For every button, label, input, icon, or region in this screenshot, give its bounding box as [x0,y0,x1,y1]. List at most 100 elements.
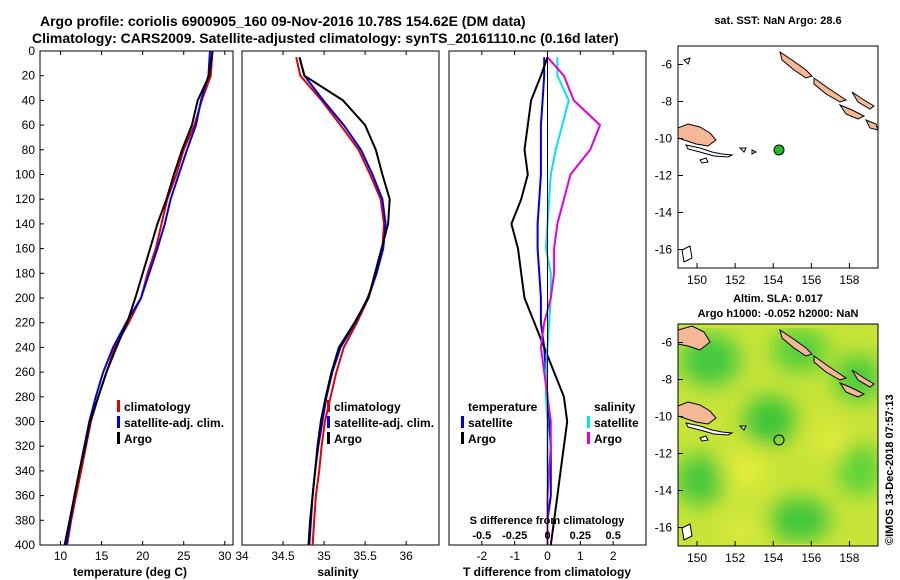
depth-tick-label: 320 [15,439,35,453]
depth-tick-label: 0 [28,44,35,58]
depth-tick-label: 80 [22,143,36,157]
lon-tick-label: 156 [801,273,821,287]
depth-tick-label: 360 [15,489,35,503]
legend-argo-label: Argo [124,432,152,446]
sla-map-lon-ticks: 150 152 154 156 158 [687,541,860,565]
difference-xlabel: T difference from climatology [463,565,631,579]
difference-series [510,51,601,546]
depth-tick-label: 120 [15,192,35,206]
temperature-series [63,50,214,546]
legend-climatology-label: climatology [334,400,401,414]
legend-climatology-swatch [327,400,330,412]
difference-x-ticks: -2 -1 0 1 2 [476,51,617,563]
depth-tick-label: 260 [15,365,35,379]
sla-blob [770,498,830,542]
x-tick-label: 20 [136,549,150,563]
imos-watermark: ©IMOS 13-Dec-2018 07:57:13 [884,394,896,545]
solomon-island-1 [813,355,848,381]
sla-map-title-1: Altim. SLA: 0.017 [733,293,823,305]
depth-tick-label: 180 [15,266,35,280]
sla-map-title-2: Argo h1000: -0.052 h2000: NaN [698,308,859,320]
legend-satellite-swatch [117,416,120,428]
depth-tick-label: 300 [15,415,35,429]
lat-tick-label: -8 [661,373,672,387]
solomon-island-1 [813,77,848,103]
depth-tick-label: 160 [15,242,35,256]
argo-location-marker [773,144,785,156]
depth-tick-label: 140 [15,217,35,231]
legend-s-satellite-swatch [587,416,590,428]
depth-tick-label: 40 [22,93,36,107]
legend-climatology-label: climatology [124,400,191,414]
legend-salinity-title: salinity [594,400,636,414]
series-line-temperature-satellite [536,57,552,545]
series-line-argo [298,56,391,546]
depth-tick-label: 220 [15,316,35,330]
legend-satellite-label: satellite-adj. clim. [124,416,224,430]
salinity-difference-ticks: -0.5 -0.25 0 0.25 0.5 [472,530,620,542]
x-tick-label: 30 [218,549,232,563]
solomon-island-2 [838,103,866,120]
temperature-x-ticks: 10 15 20 25 30 [54,51,232,563]
sla-map-frame [677,323,879,547]
sst-map-title: sat. SST: NaN Argo: 28.6 [714,15,841,27]
depth-tick-label: 100 [15,168,35,182]
depth-tick-label: 60 [22,118,36,132]
legend-temperature-title: temperature [468,400,538,414]
sst-map-land [678,50,878,263]
depth-tick-label: 20 [22,69,36,83]
legend-t-argo-swatch [461,432,464,444]
title-line-1: Argo profile: coriolis 6900905_160 09-No… [40,13,526,29]
solomon-island-4 [864,119,878,131]
sst-map-lat-ticks: -6 -8 -10 -12 -14 -16 [655,58,683,257]
small-islands-top [681,57,758,263]
small-islands-bottom [681,425,747,541]
x-tick-label: 10 [54,549,68,563]
salinity-legend: climatology satellite-adj. clim. Argo [327,400,434,446]
sla-blob [722,516,758,544]
papua-tail-coast [685,422,734,436]
lat-tick-label: -16 [655,243,673,257]
salinity-difference-tick-label: -0.25 [502,530,527,542]
lon-tick-label: 158 [839,551,859,565]
depth-axis: 0 20 40 60 80 100 120 140 160 180 200 220 240 260 280 3… [15,44,646,552]
salinity-series [295,56,391,546]
legend-argo-swatch [327,432,330,444]
solomon-island-3 [851,91,875,110]
lat-tick-label: -6 [661,58,672,72]
lat-tick-label: -10 [655,410,673,424]
x-tick-label: 34 [235,549,249,563]
depth-tick-label: 240 [15,340,35,354]
x-tick-label: 35 [317,549,331,563]
sst-map: -6 -8 -10 -12 -14 -16 150 152 154 156 158 [655,45,879,287]
salinity-difference-label: S difference from climatology [470,515,626,527]
lat-tick-label: -10 [655,132,673,146]
depth-tick-label: 400 [15,538,35,552]
bougainville-island [779,328,813,357]
lat-tick-label: -6 [661,336,672,350]
x-tick-label: 15 [95,549,109,563]
salinity-x-ticks: 34 34.5 35 35.5 36 [235,51,413,563]
lon-tick-label: 152 [725,551,745,565]
x-tick-label: -1 [509,549,520,563]
solomon-island-3 [851,369,875,388]
depth-tick-label: 340 [15,464,35,478]
lat-tick-label: -12 [655,447,673,461]
temperature-plot-frame [39,50,234,546]
x-tick-label: 34.5 [271,549,295,563]
x-tick-label: 2 [610,549,617,563]
sla-blob [744,396,796,444]
lon-tick-label: 150 [687,273,707,287]
lat-tick-label: -12 [655,169,673,183]
lon-tick-label: 156 [801,551,821,565]
x-tick-label: 25 [177,549,191,563]
x-tick-label: 35.5 [353,549,377,563]
difference-legend: temperature satellite Argo salinity sate… [461,400,639,446]
x-tick-label: 1 [577,549,584,563]
series-line-argo [63,50,214,546]
legend-s-satellite-label: satellite [594,416,639,430]
sla-blob [678,454,724,506]
legend-argo-swatch [117,432,120,444]
lon-tick-label: 152 [725,273,745,287]
sla-blob [812,424,848,456]
